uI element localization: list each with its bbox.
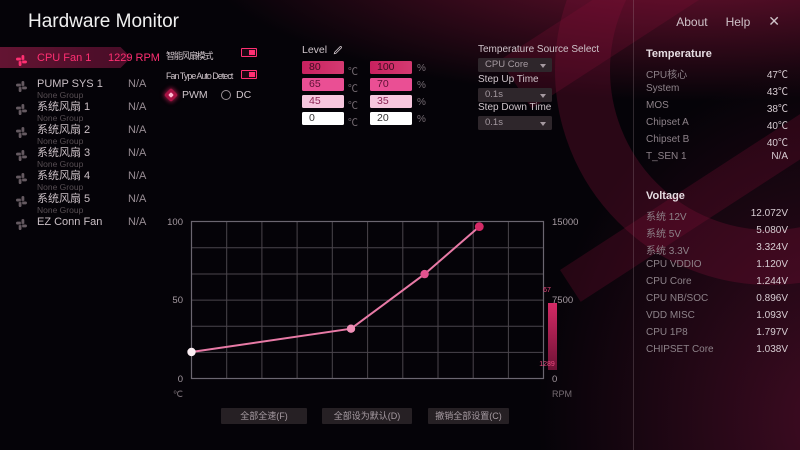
svg-text:RPM: RPM xyxy=(552,389,572,399)
svg-text:50: 50 xyxy=(172,295,183,306)
svg-text:0: 0 xyxy=(178,374,183,385)
svg-text:100: 100 xyxy=(167,217,183,228)
svg-text:15000: 15000 xyxy=(552,217,578,228)
svg-text:67: 67 xyxy=(543,287,551,294)
svg-text:1289: 1289 xyxy=(539,361,555,368)
svg-text:0: 0 xyxy=(552,374,557,385)
svg-text:℃: ℃ xyxy=(173,389,183,399)
